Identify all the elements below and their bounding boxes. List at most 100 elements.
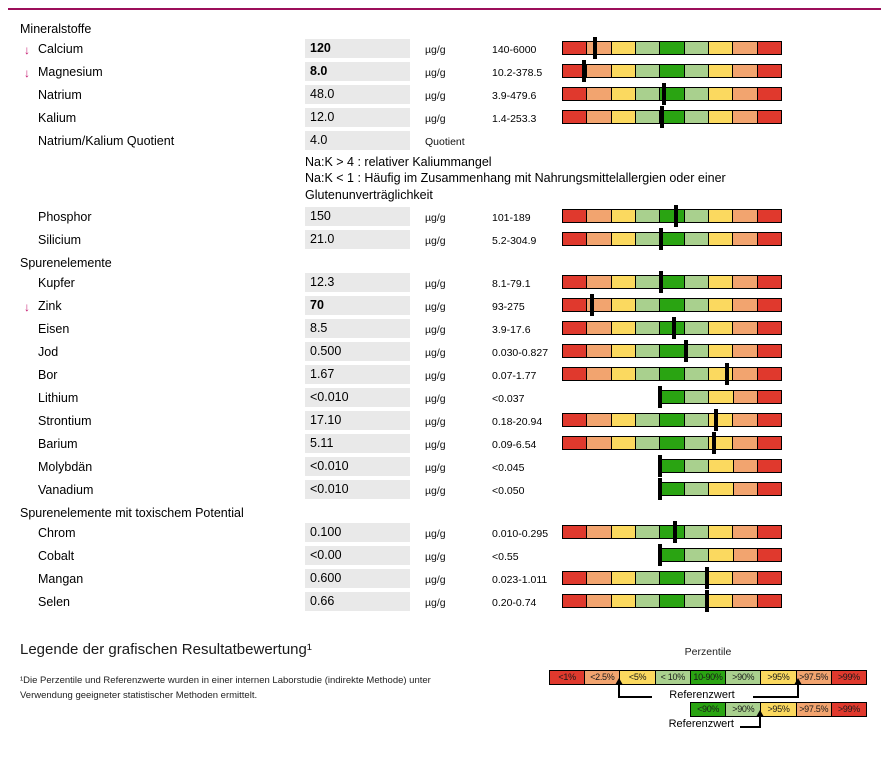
referenzwert-bracket-line [618, 685, 620, 698]
result-marker [684, 340, 689, 362]
bar-segment [611, 88, 636, 100]
bar-segment [684, 299, 709, 311]
bar-segment [757, 483, 781, 495]
bar-segment [733, 65, 758, 77]
reference-range: 0.09-6.54 [492, 439, 537, 451]
referenzwert-label: Referenzwert [669, 689, 735, 701]
result-row: Kalium 12.0 µg/g 1.4-253.3 [0, 106, 889, 131]
bar-segment [757, 299, 781, 311]
bar-segment [757, 111, 781, 123]
result-value-box: 0.600 [305, 569, 410, 588]
low-value-arrow-icon: ↓ [24, 300, 30, 314]
bar-segment [660, 572, 685, 584]
result-value: 0.100 [310, 525, 342, 539]
result-value-box: <0.010 [305, 480, 410, 499]
percentile-bar [562, 228, 782, 250]
percentile-bar-track [562, 525, 782, 539]
result-value: 21.0 [310, 232, 335, 246]
bar-segment [733, 595, 758, 607]
result-marker [725, 363, 729, 385]
bar-segment [587, 210, 612, 222]
legend-bar-segment: < 10% [655, 671, 691, 684]
referenzwert-arrow-icon [794, 678, 802, 685]
unit-label: µg/g [425, 485, 446, 497]
bar-segment [708, 299, 734, 311]
bar-segment [587, 526, 612, 538]
reference-range: 10.2-378.5 [492, 67, 543, 79]
bar-segment [684, 111, 709, 123]
unit-label: µg/g [425, 212, 446, 224]
bar-segment [757, 526, 781, 538]
result-marker [659, 271, 663, 293]
result-marker [672, 317, 677, 339]
result-value: <0.010 [310, 390, 349, 404]
referenzwert-bracket-line [753, 696, 799, 698]
reference-range: 101-189 [492, 212, 531, 224]
bar-segment [684, 210, 709, 222]
bar-segment [611, 322, 636, 334]
analyte-label: Cobalt [38, 549, 75, 563]
percentile-title: Perzentile [684, 646, 732, 658]
result-row: ↓ Calcium 120 µg/g 140-6000 [0, 37, 889, 62]
bar-segment [660, 111, 685, 123]
percentile-bar [562, 544, 782, 566]
result-value: 12.3 [310, 275, 335, 289]
percentile-bar [562, 205, 782, 227]
result-marker [714, 409, 718, 431]
bar-segment [757, 572, 781, 584]
reference-range: 0.20-0.74 [492, 597, 537, 609]
bar-segment [757, 42, 781, 54]
result-value-box: 5.11 [305, 434, 410, 453]
unit-label: µg/g [425, 324, 446, 336]
bar-segment [635, 345, 661, 357]
result-value: 4.0 [310, 133, 328, 147]
bar-segment [733, 111, 758, 123]
bar-segment [684, 322, 709, 334]
unit-label: µg/g [425, 393, 446, 405]
reference-range: 5.2-304.9 [492, 235, 537, 247]
percentile-bar-track [562, 41, 782, 55]
bar-segment [611, 345, 636, 357]
bar-segment [563, 210, 588, 222]
unit-label: µg/g [425, 370, 446, 382]
percentile-bar [562, 363, 782, 385]
percentile-bar [562, 478, 782, 500]
legend-bar-segment: <2.5% [585, 671, 621, 684]
result-value-box: <0.00 [305, 546, 410, 565]
analyte-label: Selen [38, 595, 70, 609]
result-value: <0.010 [310, 459, 349, 473]
bar-segment [563, 526, 588, 538]
result-value-box: 12.0 [305, 108, 410, 127]
result-row: Natrium 48.0 µg/g 3.9-479.6 [0, 83, 889, 108]
bar-segment [709, 391, 734, 403]
result-value-box: <0.010 [305, 457, 410, 476]
percentile-bar-track [562, 298, 782, 312]
bar-segment [708, 111, 734, 123]
result-value: 48.0 [310, 87, 335, 101]
legend-bar-segment: >99% [831, 671, 866, 684]
percentile-bar [562, 106, 782, 128]
result-value-box: 150 [305, 207, 410, 226]
bar-segment [563, 233, 588, 245]
unit-label: µg/g [425, 462, 446, 474]
reference-range: 1.4-253.3 [492, 113, 537, 125]
reference-range: 0.030-0.827 [492, 347, 549, 359]
bar-segment [685, 483, 710, 495]
bar-segment [635, 572, 661, 584]
analyte-label: Natrium [38, 88, 82, 102]
bar-segment [733, 345, 758, 357]
low-value-arrow-icon: ↓ [24, 43, 30, 57]
bar-segment [563, 276, 588, 288]
result-value: 1.67 [310, 367, 335, 381]
result-row: Silicium 21.0 µg/g 5.2-304.9 [0, 228, 889, 253]
analyte-label: Silicium [38, 233, 82, 247]
bar-segment [733, 276, 758, 288]
bar-segment [733, 233, 758, 245]
bar-segment [733, 299, 758, 311]
referenzwert-bracket-line [618, 696, 652, 698]
bar-segment [563, 299, 588, 311]
bar-segment [611, 368, 636, 380]
bar-segment [563, 42, 588, 54]
unit-label: µg/g [425, 67, 446, 79]
percentile-bar-track [562, 344, 782, 358]
